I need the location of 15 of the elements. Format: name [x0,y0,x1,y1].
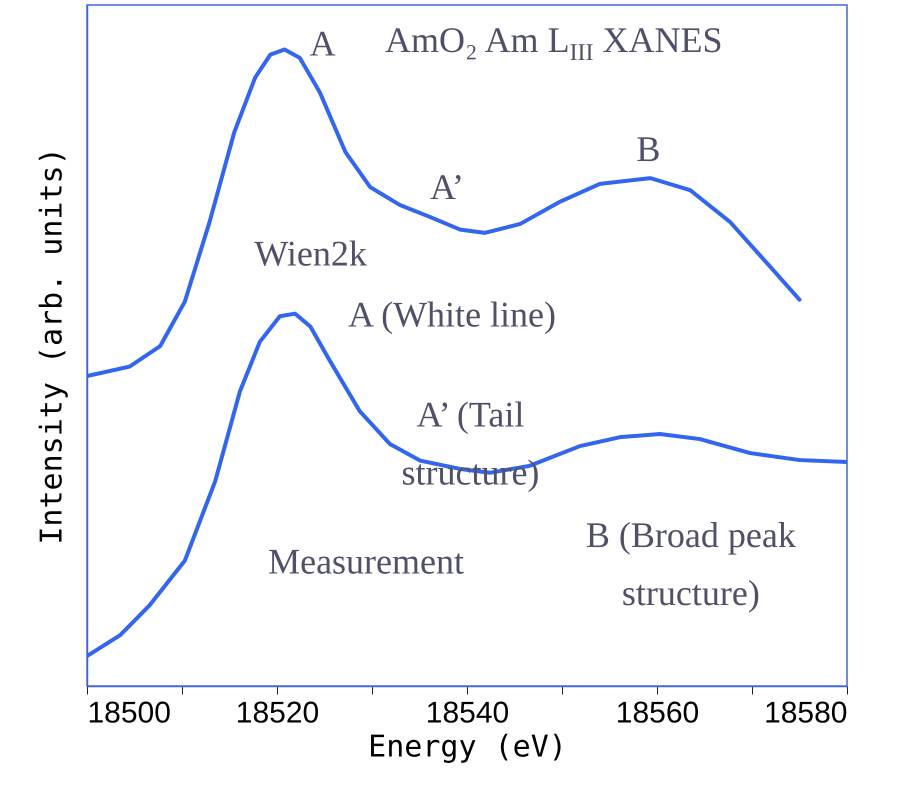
annotation: B [636,129,660,170]
x-tick-label: 18580 [764,696,848,730]
x-axis-title: Energy (eV) [368,730,567,764]
x-tick-label: 18500 [88,696,171,730]
x-tick-label: 18540 [426,696,510,730]
x-tick-label: 18560 [616,696,700,730]
annotation: A (White line) [348,294,556,335]
x-tick-label: 18520 [236,696,320,730]
annotation: B (Broad peak structure) [586,514,796,613]
y-axis-title: Intensity (arb. units) [34,147,70,545]
annotation: A’ [430,166,464,207]
annotation: A [310,24,336,64]
series-label: Wien2k [254,234,367,274]
chart-title: AmO₂ Am L$_{III}$ XANES [385,20,723,66]
series-label: Measurement [268,542,464,582]
